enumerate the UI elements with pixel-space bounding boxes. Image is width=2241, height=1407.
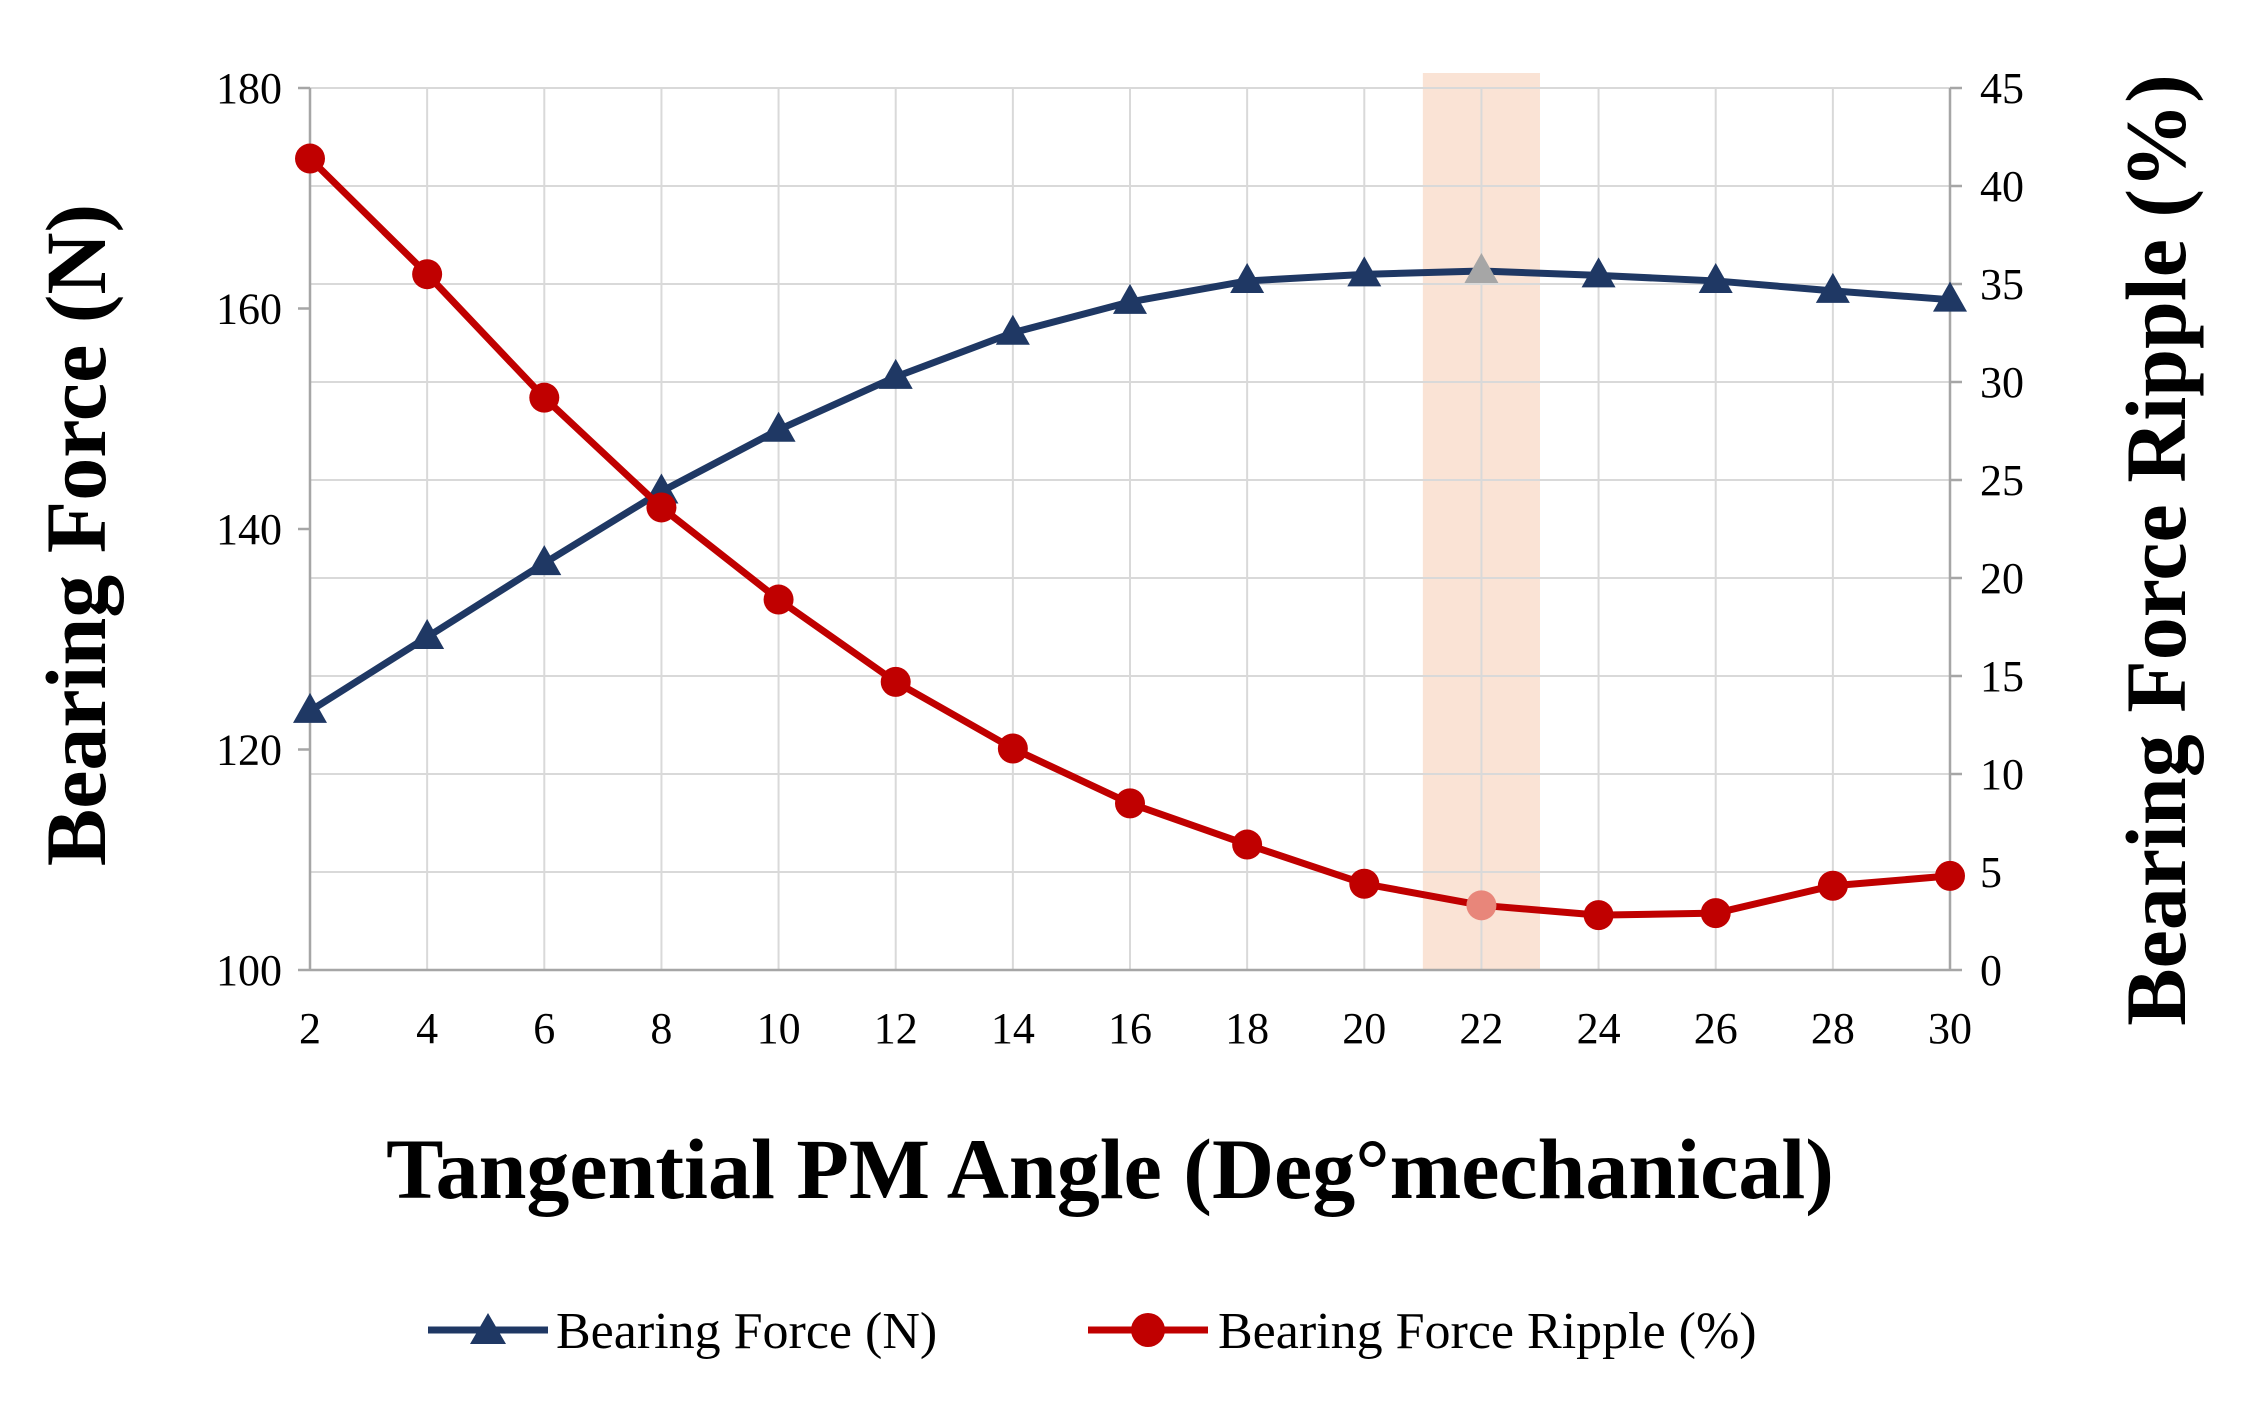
data-point-bearing-force [1113,283,1147,314]
x-tick-label: 12 [874,1004,918,1053]
data-point-bearing-force [1347,256,1382,287]
data-point-bearing-force-ripple [1232,829,1263,860]
legend-item-bearing-force[interactable]: Bearing Force (N) [428,1303,937,1360]
data-point-bearing-force-ripple [1115,788,1145,819]
x-tick-label: 2 [299,1004,321,1053]
x-axis-title: Tangential PM Angle (Deg°mechanical) [386,1121,1834,1217]
x-tick-label: 22 [1459,1004,1503,1053]
grid [309,87,1951,971]
data-point-bearing-force-ripple [412,259,443,290]
legend-triangle-marker-icon [470,1313,506,1344]
x-tick-label: 10 [757,1004,801,1053]
y-right-tick-label: 5 [1980,848,2002,897]
data-point-bearing-force [878,358,913,389]
legend-label-bearing-force: Bearing Force (N) [556,1303,937,1360]
data-point-bearing-force-ripple [1466,890,1497,921]
x-tick-label: 28 [1811,1004,1855,1053]
x-tick-label: 14 [991,1004,1035,1053]
y-left-tick-label: 140 [216,505,282,554]
data-point-bearing-force-ripple [529,382,560,413]
x-tick-label: 24 [1577,1004,1621,1053]
x-tick-label: 6 [533,1004,555,1053]
data-point-bearing-force-ripple [763,584,794,615]
data-point-bearing-force [995,314,1030,345]
data-point-bearing-force [527,545,562,576]
data-point-bearing-force [1815,272,1850,303]
y-left-tick-label: 160 [216,285,282,334]
data-point-bearing-force [410,619,445,650]
data-point-bearing-force-ripple [880,666,911,697]
y-right-tick-label: 10 [1980,750,2024,799]
data-point-bearing-force-ripple [1349,868,1380,899]
data-point-bearing-force [1933,281,1967,312]
y-left-axis-title: Bearing Force (N) [28,204,124,866]
x-tick-label: 20 [1342,1004,1386,1053]
data-point-bearing-force [761,411,796,442]
data-point-bearing-force [1698,262,1733,293]
x-tick-label: 8 [650,1004,672,1053]
y-right-tick-labels: 0 5 10 15 20 25 30 35 40 45 [1980,64,2024,995]
y-left-tick-label: 180 [216,64,282,113]
series-bearing-force-ripple [295,143,1965,931]
data-point-bearing-force-ripple [1700,898,1731,929]
legend-item-bearing-force-ripple[interactable]: Bearing Force Ripple (%) [1088,1303,1757,1360]
data-point-bearing-force [1464,253,1499,284]
x-tick-label: 26 [1694,1004,1738,1053]
x-tick-label: 4 [416,1004,438,1053]
data-point-bearing-force [293,692,327,723]
y-right-axis-title: Bearing Force Ripple (%) [2108,74,2204,1025]
y-right-tick-label: 35 [1980,260,2024,309]
data-point-bearing-force-ripple [997,733,1028,764]
x-tick-label: 18 [1225,1004,1269,1053]
data-point-bearing-force-ripple [646,492,677,523]
x-tick-labels: 2 4 6 8 10 12 14 16 18 20 22 24 26 28 30 [299,1004,1972,1053]
x-tick-label: 16 [1108,1004,1152,1053]
y-right-tick-label: 15 [1980,652,2024,701]
y-right-tick-label: 40 [1980,162,2024,211]
legend[interactable]: Bearing Force (N) Bearing Force Ripple (… [428,1303,1757,1360]
data-point-bearing-force-ripple [1817,870,1848,901]
data-point-bearing-force [1581,257,1616,288]
series [293,143,1967,931]
y-right-tick-label: 30 [1980,358,2024,407]
y-left-tick-label: 100 [216,946,282,995]
legend-label-bearing-force-ripple: Bearing Force Ripple (%) [1218,1303,1757,1360]
y-left-tick-label: 120 [216,726,282,775]
y-right-tick-label: 45 [1980,64,2024,113]
data-point-bearing-force-ripple [1935,860,1965,891]
y-left-tick-labels: 100 120 140 160 180 [216,64,282,995]
y-right-tick-label: 20 [1980,554,2024,603]
data-point-bearing-force-ripple [1583,900,1614,931]
legend-circle-marker-icon [1131,1313,1165,1347]
data-point-bearing-force [1230,262,1265,293]
y-right-tick-label: 25 [1980,456,2024,505]
y-right-tick-label: 0 [1980,946,2002,995]
x-tick-label: 30 [1928,1004,1972,1053]
data-point-bearing-force-ripple [295,143,325,174]
